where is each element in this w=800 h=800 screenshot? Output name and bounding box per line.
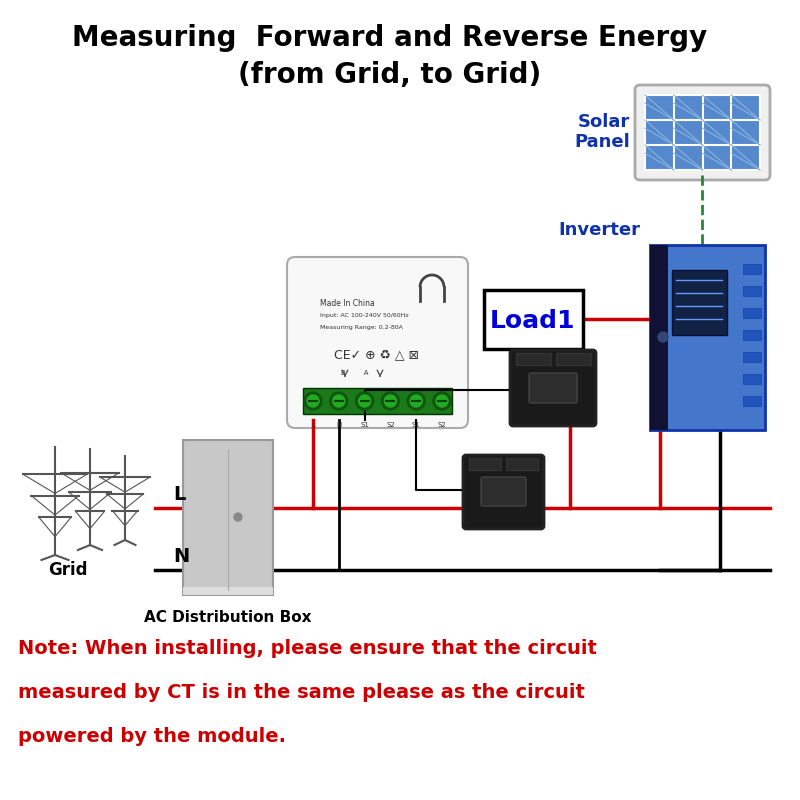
Circle shape	[234, 513, 242, 521]
Bar	[672, 270, 727, 335]
Text: Note: When installing, please ensure that the circuit: Note: When installing, please ensure tha…	[18, 638, 597, 658]
Circle shape	[384, 395, 397, 407]
Circle shape	[658, 332, 668, 342]
Bar	[743, 286, 761, 296]
Circle shape	[433, 392, 451, 410]
Bar	[743, 308, 761, 318]
Text: Solar
Panel: Solar Panel	[574, 113, 630, 151]
FancyBboxPatch shape	[484, 290, 583, 349]
Bar	[743, 396, 761, 406]
Circle shape	[330, 392, 348, 410]
Bar	[506, 458, 538, 470]
Circle shape	[307, 395, 319, 407]
Circle shape	[436, 395, 448, 407]
Text: L: L	[173, 486, 186, 505]
Text: B        A: B A	[342, 370, 369, 376]
Text: Grid: Grid	[48, 561, 88, 579]
Text: Inverter: Inverter	[558, 221, 640, 239]
Circle shape	[407, 392, 426, 410]
Text: Load1: Load1	[490, 309, 576, 333]
Circle shape	[382, 392, 399, 410]
Text: S2: S2	[386, 422, 394, 428]
FancyBboxPatch shape	[529, 373, 577, 403]
Text: N: N	[336, 422, 342, 428]
FancyBboxPatch shape	[287, 257, 468, 428]
Text: Made In China: Made In China	[320, 298, 374, 307]
Text: Measuring Range: 0.2-80A: Measuring Range: 0.2-80A	[320, 325, 403, 330]
FancyBboxPatch shape	[510, 350, 596, 426]
Bar	[743, 264, 761, 274]
Bar	[469, 458, 501, 470]
FancyBboxPatch shape	[183, 440, 273, 595]
Bar	[743, 330, 761, 340]
FancyBboxPatch shape	[650, 245, 765, 430]
Bar	[743, 374, 761, 384]
FancyBboxPatch shape	[481, 477, 526, 506]
Text: powered by the module.: powered by the module.	[18, 726, 286, 746]
Circle shape	[358, 395, 370, 407]
Text: Input: AC 100-240V 50/60Hz: Input: AC 100-240V 50/60Hz	[320, 313, 409, 318]
Bar	[556, 353, 591, 365]
Text: L: L	[311, 422, 315, 428]
Bar	[516, 353, 551, 365]
FancyBboxPatch shape	[463, 455, 544, 529]
Text: CE✓ ⊕ ♻ △ ⊠: CE✓ ⊕ ♻ △ ⊠	[334, 349, 419, 362]
Text: (from Grid, to Grid): (from Grid, to Grid)	[238, 61, 542, 89]
FancyBboxPatch shape	[645, 95, 760, 170]
FancyBboxPatch shape	[635, 85, 770, 180]
Text: measured by CT is in the same please as the circuit: measured by CT is in the same please as …	[18, 682, 585, 702]
Bar	[743, 352, 761, 362]
Text: S2: S2	[438, 422, 446, 428]
Bar	[303, 388, 452, 414]
Circle shape	[356, 392, 374, 410]
Text: S1: S1	[360, 422, 369, 428]
Text: AC Distribution Box: AC Distribution Box	[144, 610, 312, 625]
Circle shape	[410, 395, 422, 407]
Circle shape	[304, 392, 322, 410]
Text: N: N	[173, 546, 190, 566]
Circle shape	[333, 395, 345, 407]
Text: Measuring  Forward and Reverse Energy: Measuring Forward and Reverse Energy	[72, 24, 708, 52]
FancyBboxPatch shape	[183, 587, 273, 595]
Text: S1: S1	[412, 422, 421, 428]
Bar	[650, 245, 668, 430]
